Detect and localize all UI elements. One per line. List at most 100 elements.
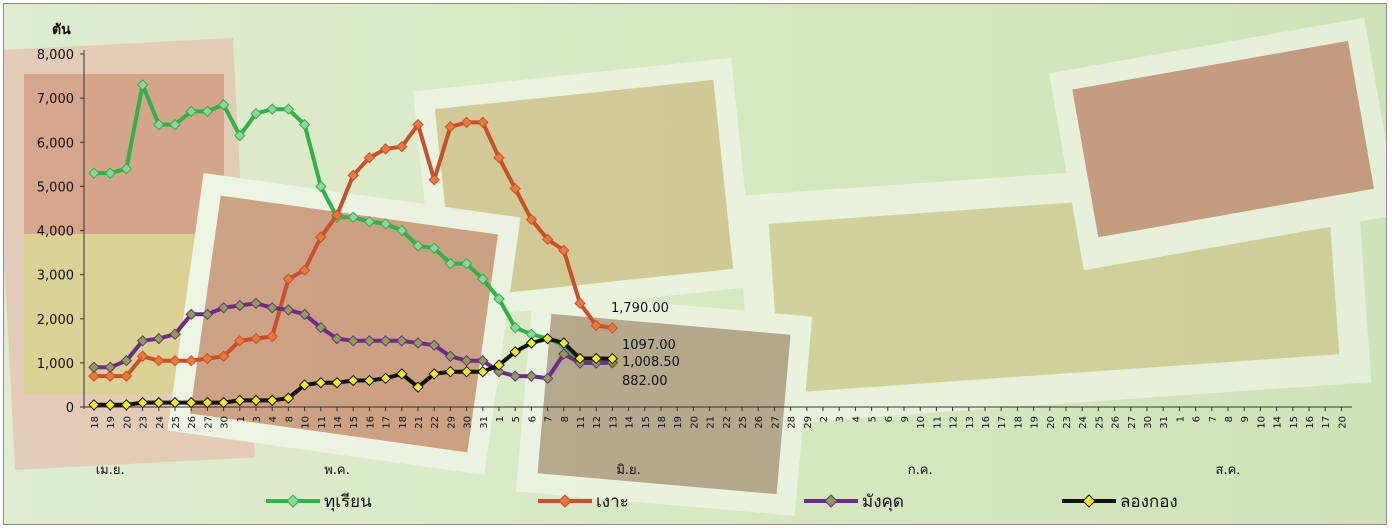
data-point	[104, 399, 116, 411]
data-point	[606, 322, 619, 334]
x-tick-label: 2	[819, 416, 830, 422]
data-point	[331, 332, 343, 345]
data-point	[363, 374, 376, 387]
data-point	[460, 116, 473, 129]
data-point	[477, 365, 489, 378]
data-point	[477, 116, 489, 129]
x-tick-label: 12	[949, 416, 960, 429]
legend-marker	[286, 494, 300, 508]
x-tick-label: 26	[754, 416, 765, 429]
legend-label: ลองกอง	[1120, 492, 1178, 512]
x-tick-label: 10	[301, 416, 312, 429]
x-tick-label: 3	[252, 416, 263, 422]
x-tick-label: 25	[171, 416, 182, 429]
data-point	[477, 354, 489, 367]
x-tick-label: 30	[1143, 416, 1154, 429]
data-point	[234, 129, 246, 142]
data-point	[120, 354, 133, 367]
data-point	[606, 352, 619, 365]
data-point	[363, 151, 376, 164]
month-labels: เม.ย. พ.ค. มิ.ย. ก.ค. ส.ค.	[96, 463, 1241, 478]
fruit-photo-collage-background	[4, 4, 1386, 524]
data-point	[509, 346, 521, 358]
data-point	[120, 370, 133, 382]
series-3	[88, 332, 619, 411]
x-tick-label: 19	[106, 416, 117, 429]
x-tick-label: 24	[155, 416, 166, 429]
x-tick-label: 20	[122, 416, 133, 429]
data-point	[541, 233, 554, 246]
x-tick-label: 19	[673, 416, 684, 429]
legend-marker	[558, 494, 572, 508]
data-point	[541, 332, 554, 345]
x-tick-label: 6	[884, 416, 895, 422]
x-tick-label: 20	[689, 416, 700, 429]
data-point	[509, 321, 521, 334]
x-tick-label: 26	[1111, 416, 1122, 429]
data-point	[347, 169, 359, 182]
end-label-longkong: 1097.00	[622, 338, 676, 353]
series-layer	[88, 79, 619, 411]
data-point	[315, 377, 327, 389]
x-tick-label: 7	[1208, 416, 1219, 422]
data-point	[136, 79, 149, 91]
y-axis-unit-label: ตัน	[52, 22, 71, 38]
data-point	[347, 335, 359, 347]
y-tick-label: 3,000	[37, 269, 74, 284]
data-point	[185, 396, 197, 409]
x-tick-label: 16	[365, 416, 376, 429]
data-point	[590, 319, 602, 332]
data-point	[558, 337, 570, 349]
data-point	[136, 396, 149, 409]
data-point	[428, 242, 440, 254]
x-tick-label: 8	[560, 416, 571, 422]
x-tick-label: 22	[430, 416, 441, 429]
legend-label: มังคุด	[862, 492, 904, 512]
data-point	[379, 218, 392, 230]
legend-item: ทุเรียน	[266, 492, 372, 512]
x-tick-label: 14	[1273, 416, 1284, 429]
data-point	[169, 118, 181, 131]
data-point	[412, 118, 424, 131]
data-point	[444, 121, 457, 133]
data-point	[574, 352, 586, 365]
month-label: ก.ค.	[908, 463, 933, 478]
x-tick-label: 11	[576, 416, 587, 429]
x-tick-label: 3	[835, 416, 846, 422]
x-tick-label: 10	[1256, 416, 1267, 429]
data-point	[541, 372, 554, 385]
end-label-durian: 882.00	[622, 374, 668, 389]
y-tick-label: 8,000	[37, 48, 74, 63]
x-tick-label: 11	[932, 416, 943, 429]
data-point	[525, 337, 538, 349]
x-tick-label: 5	[511, 416, 522, 422]
x-tick-label: 18	[1013, 416, 1024, 429]
data-point	[574, 297, 586, 310]
data-point	[217, 396, 230, 409]
x-tick-label: 7	[544, 416, 555, 422]
data-point	[298, 264, 311, 276]
legend-marker	[824, 494, 838, 508]
x-tick-label: 11	[317, 416, 328, 429]
chart-frame: ตัน 0 1,000 2,000 3,000 4,000 5,000 6,000 7,000…	[3, 3, 1387, 525]
data-point	[363, 215, 376, 228]
data-point	[201, 308, 214, 321]
x-tick-label: 31	[479, 416, 490, 429]
data-point	[282, 392, 295, 404]
data-point	[298, 308, 311, 321]
x-tick-label: 23	[139, 416, 150, 429]
y-tick-label: 6,000	[37, 136, 74, 151]
y-tick-label: 2,000	[37, 313, 74, 328]
x-tick-label: 14	[625, 416, 636, 429]
data-point	[266, 330, 278, 343]
x-tick-label: 8	[1224, 416, 1235, 422]
data-point	[396, 368, 408, 380]
x-tick-label: 14	[333, 416, 344, 429]
data-point	[493, 151, 505, 164]
x-tick-label: 24	[1078, 416, 1089, 429]
end-label-rambutan: 1,790.00	[611, 301, 669, 316]
x-tick-label: 17	[1321, 416, 1332, 429]
data-point	[396, 140, 408, 153]
data-point	[104, 361, 116, 373]
x-tick-label: 21	[706, 416, 717, 429]
